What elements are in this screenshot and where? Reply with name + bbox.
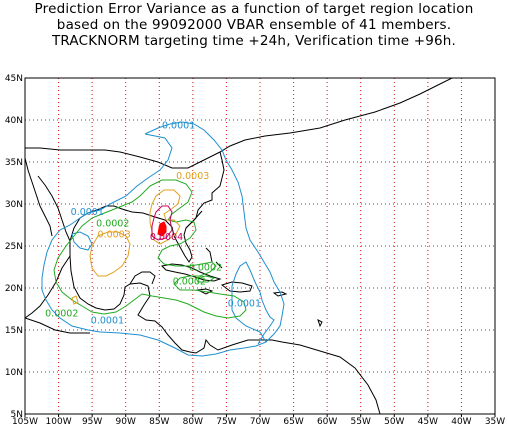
lat-tick-label: 30N <box>5 200 23 210</box>
lon-tick-label: 65W <box>283 417 303 427</box>
lon-tick-label: 85W <box>149 417 169 427</box>
lon-tick-label: 55W <box>351 417 371 427</box>
lon-tick-label: 100W <box>46 417 72 427</box>
lon-tick-label: 70W <box>250 417 270 427</box>
lon-tick-label: 35W <box>485 417 505 427</box>
contour-label: 0.0002 <box>96 219 129 230</box>
contour-label: 0.0003 <box>176 171 209 182</box>
axis-tick-labels: 105W 100W 95W 90W 85W 80W 75W 70W 65W 60W 55W 50W 45… <box>5 74 505 427</box>
lat-tick-label: 35N <box>5 158 23 168</box>
lon-tick-label: 95W <box>82 417 102 427</box>
title-line-2: based on the 99092000 VBAR ensemble of 4… <box>56 17 452 33</box>
contour-label: 0.0001 <box>91 315 124 326</box>
contour-label: 0.0004 <box>150 232 183 243</box>
contour-label: 0.0001 <box>71 207 104 218</box>
lat-lon-grid <box>25 78 495 414</box>
contour-label: 0.0001 <box>162 120 195 131</box>
contour-label: 0.0001 <box>228 298 261 309</box>
lat-tick-label: 15N <box>5 326 23 336</box>
title-line-1: Prediction Error Variance as a function … <box>34 1 474 17</box>
lat-tick-label: 10N <box>5 368 23 378</box>
contour-label: 0.0003 <box>98 230 131 241</box>
contour-lines <box>41 121 285 357</box>
lat-tick-label: 40N <box>5 116 23 126</box>
title-line-3: TRACKNORM targeting time +24h, Verificat… <box>51 33 457 49</box>
lat-tick-label: 20N <box>5 284 23 294</box>
lat-tick-label: 25N <box>5 242 23 252</box>
lon-tick-label: 90W <box>116 417 136 427</box>
lon-tick-label: 75W <box>216 417 236 427</box>
lon-tick-label: 50W <box>384 417 404 427</box>
lat-tick-label: 45N <box>5 74 23 84</box>
contour-labels: 0.00010.00010.00010.00010.00020.00020.00… <box>45 120 261 326</box>
lon-tick-label: 105W <box>12 417 38 427</box>
contour-label: 0.0002 <box>189 262 222 273</box>
lon-tick-label: 40W <box>451 417 471 427</box>
lon-tick-label: 45W <box>418 417 438 427</box>
lon-tick-label: 80W <box>183 417 203 427</box>
contour-label: 0.0002 <box>45 309 78 320</box>
lat-tick-label: 5N <box>11 410 23 420</box>
contour-label: 0.0002 <box>173 277 206 288</box>
lon-tick-label: 60W <box>317 417 337 427</box>
